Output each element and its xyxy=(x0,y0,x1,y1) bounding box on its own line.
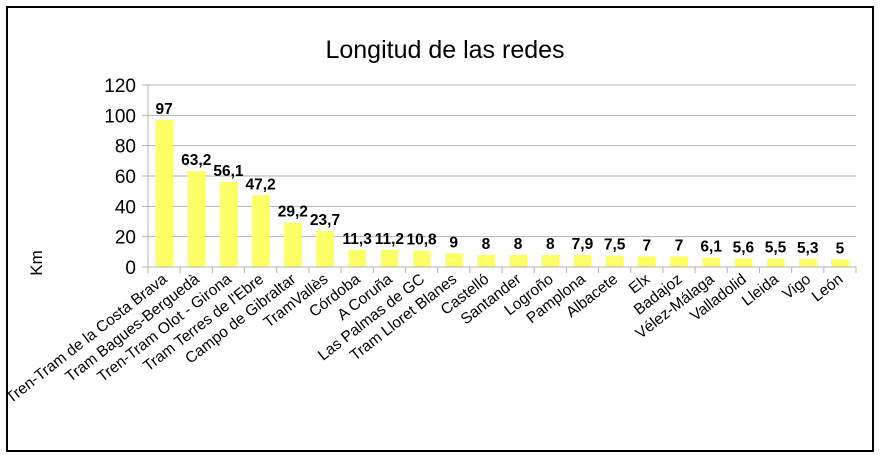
y-tick-label: 100 xyxy=(104,106,136,127)
bar xyxy=(187,171,206,267)
y-tick-label: 120 xyxy=(104,76,136,97)
data-label: 8 xyxy=(482,236,491,253)
bar xyxy=(541,254,560,267)
data-label: 11,2 xyxy=(375,231,404,248)
bar xyxy=(798,258,817,267)
bar-chart: Longitud de las redes Km 0 20 40 60 80 100 120… xyxy=(8,36,857,407)
bar xyxy=(155,119,173,267)
y-tick-label: 60 xyxy=(115,167,136,188)
bar xyxy=(766,258,785,267)
bar xyxy=(444,253,463,267)
data-label: 6,1 xyxy=(700,239,722,256)
chart-title: Longitud de las redes xyxy=(325,36,564,64)
bar xyxy=(573,255,592,267)
y-tick-label: 0 xyxy=(125,258,136,279)
y-tick-labels: 0 20 40 60 80 100 120 xyxy=(104,76,136,279)
bars xyxy=(155,119,849,267)
data-label: 9 xyxy=(449,234,458,251)
data-label: 47,2 xyxy=(246,176,276,193)
data-label: 10,8 xyxy=(406,232,437,249)
bar xyxy=(702,257,721,267)
bar xyxy=(605,255,624,267)
bar xyxy=(734,258,753,267)
y-tick-label: 20 xyxy=(115,228,136,249)
bar xyxy=(831,259,849,267)
y-tick-label: 40 xyxy=(115,197,136,218)
bar xyxy=(380,250,399,267)
data-label: 7 xyxy=(643,237,652,254)
bar xyxy=(670,256,688,267)
bar xyxy=(412,250,431,267)
bar xyxy=(477,254,495,267)
y-tick-label: 80 xyxy=(115,137,136,158)
bar xyxy=(283,222,302,267)
data-label: 23,7 xyxy=(310,212,340,229)
data-label: 8 xyxy=(514,236,523,253)
bar xyxy=(348,249,367,267)
data-label: 5 xyxy=(836,240,845,257)
data-label: 5,3 xyxy=(797,240,819,257)
data-label: 5,5 xyxy=(765,240,787,257)
data-label: 7,9 xyxy=(572,236,594,253)
bar xyxy=(219,181,238,267)
data-label: 56,1 xyxy=(213,163,244,180)
x-tick-label: Lleida xyxy=(739,271,782,310)
bar xyxy=(251,195,270,267)
data-label: 7,5 xyxy=(604,237,626,254)
data-label: 8 xyxy=(546,236,555,253)
y-axis-title: Km xyxy=(27,250,46,276)
bar xyxy=(316,231,334,267)
chart-frame: Longitud de las redes Km 0 20 40 60 80 100 120… xyxy=(6,6,874,452)
data-label: 5,6 xyxy=(733,240,755,257)
data-label: 29,2 xyxy=(278,204,308,221)
bar xyxy=(509,254,527,267)
axes xyxy=(142,85,857,273)
bar xyxy=(637,256,656,267)
data-label: 7 xyxy=(675,237,684,254)
data-label: 97 xyxy=(155,101,172,118)
data-label: 63,2 xyxy=(181,152,211,169)
data-label: 11,3 xyxy=(343,231,373,248)
x-tick-label: Vigo xyxy=(779,271,814,303)
x-tick-label: León xyxy=(809,271,847,306)
